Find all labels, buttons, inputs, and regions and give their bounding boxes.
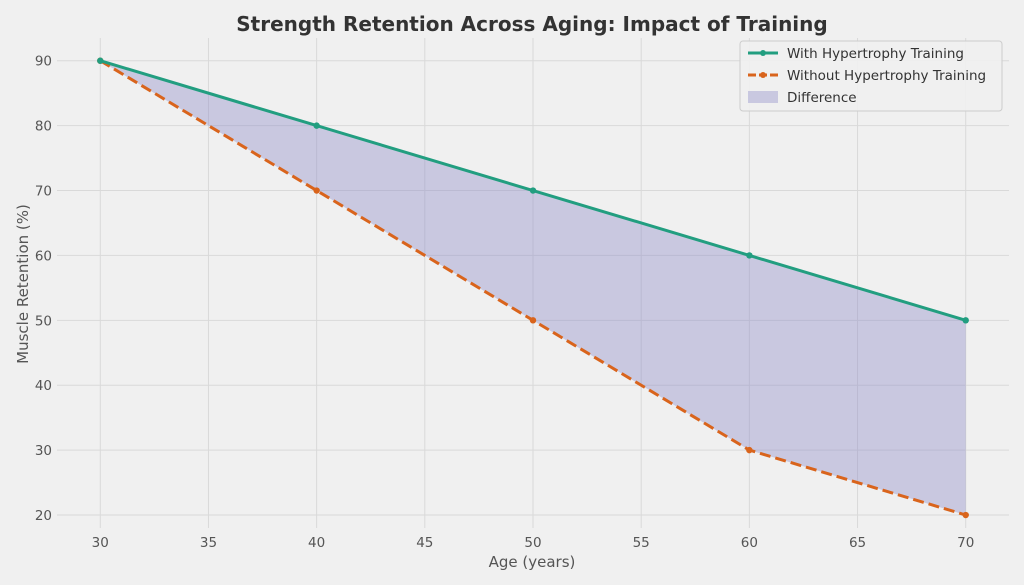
x-tick-label: 35 bbox=[200, 535, 217, 551]
legend-swatch-marker bbox=[760, 50, 766, 56]
x-tick-label: 60 bbox=[741, 535, 758, 551]
x-tick-label: 45 bbox=[416, 535, 433, 551]
x-tick-label: 30 bbox=[92, 535, 109, 551]
with-hypertrophy-training-point bbox=[313, 122, 320, 129]
series-lines bbox=[97, 57, 969, 519]
x-axis-label: Age (years) bbox=[489, 553, 576, 571]
with-hypertrophy-training-point bbox=[529, 187, 537, 194]
difference-area bbox=[100, 60, 966, 516]
y-tick-label: 60 bbox=[35, 248, 52, 264]
y-tick-label: 20 bbox=[35, 508, 52, 524]
without-hypertrophy-training-point bbox=[313, 187, 320, 194]
chart-title: Strength Retention Across Aging: Impact … bbox=[236, 12, 827, 36]
y-tick-label: 40 bbox=[35, 378, 52, 394]
y-tick-label: 50 bbox=[35, 313, 52, 329]
without-hypertrophy-training-point bbox=[529, 317, 537, 324]
without-hypertrophy-training-point bbox=[962, 511, 969, 519]
legend-box bbox=[739, 40, 1003, 112]
legend: With Hypertrophy Training Without Hypertr… bbox=[739, 40, 1003, 112]
x-tick-label: 40 bbox=[308, 535, 325, 551]
legend-swatch-patch bbox=[748, 91, 778, 103]
legend-label: Difference bbox=[787, 90, 857, 106]
difference-fill bbox=[100, 60, 966, 516]
x-tick-label: 50 bbox=[524, 535, 541, 551]
legend-entries: With Hypertrophy Training Without Hypertr… bbox=[748, 46, 986, 106]
with-hypertrophy-training-point bbox=[97, 57, 104, 64]
y-tick-label: 30 bbox=[35, 443, 52, 459]
legend-swatch-marker bbox=[760, 72, 766, 78]
y-tick-label: 70 bbox=[35, 184, 52, 200]
x-axis-ticks: 30 35 40 45 50 55 60 65 70 bbox=[92, 535, 975, 551]
legend-label: Without Hypertrophy Training bbox=[787, 68, 986, 84]
x-tick-label: 70 bbox=[957, 535, 974, 551]
x-tick-label: 55 bbox=[633, 535, 650, 551]
y-axis-label: Muscle Retention (%) bbox=[14, 204, 32, 364]
legend-label: With Hypertrophy Training bbox=[787, 46, 964, 62]
y-tick-label: 80 bbox=[35, 119, 52, 135]
y-tick-label: 90 bbox=[35, 54, 52, 70]
with-hypertrophy-training-point bbox=[962, 317, 969, 324]
with-hypertrophy-training-point bbox=[746, 252, 753, 259]
without-hypertrophy-training-point bbox=[746, 446, 753, 454]
y-axis-ticks: 20 30 40 50 60 70 80 90 bbox=[35, 54, 52, 524]
x-tick-label: 65 bbox=[849, 535, 866, 551]
